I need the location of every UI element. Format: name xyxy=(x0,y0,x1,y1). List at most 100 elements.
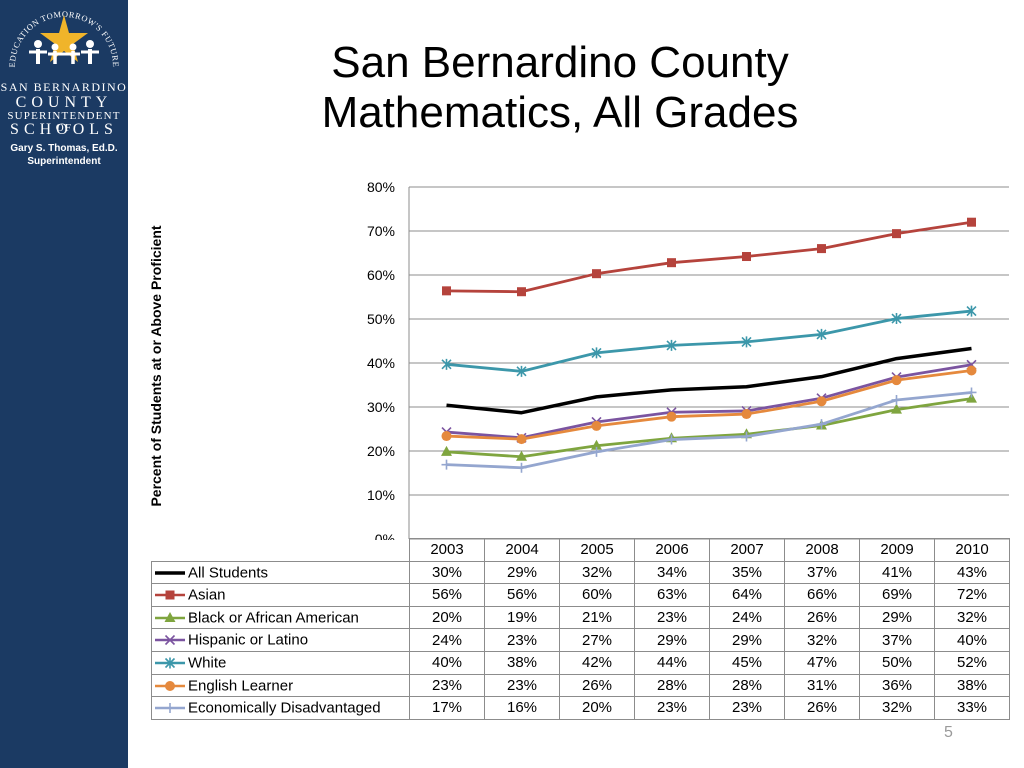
data-point xyxy=(516,365,527,377)
table-row: Hispanic or Latino 24% 23% 27% 29% 29% 32% 37% 4… xyxy=(151,628,1010,652)
series-line xyxy=(446,369,972,441)
y-tick-label: 30% xyxy=(367,399,395,415)
data-label: 20% xyxy=(559,696,635,720)
data-label: 23% xyxy=(709,696,785,720)
data-label: 31% xyxy=(784,673,860,698)
data-point xyxy=(891,394,902,405)
chart-gridlines xyxy=(408,186,1009,540)
data-label: 64% xyxy=(709,583,785,607)
logo-line-1: SAN BERNARDINO xyxy=(0,80,128,94)
series-economically-disadvantaged xyxy=(441,387,977,473)
data-point xyxy=(516,434,527,445)
series-line xyxy=(446,397,972,459)
legend-label: All Students xyxy=(188,564,269,582)
star-icon xyxy=(40,15,88,62)
y-tick-label: 80% xyxy=(367,179,395,195)
data-point xyxy=(966,365,977,376)
data-label: 47% xyxy=(784,650,860,675)
data-point xyxy=(591,446,602,457)
data-point xyxy=(165,590,175,600)
legend-entry: All Students xyxy=(151,560,410,585)
data-point xyxy=(666,339,677,351)
legend-key-icon xyxy=(155,703,185,714)
table-row: White 40% 38% 42% 44% 45% 47% 50% 52% xyxy=(151,650,1010,675)
data-point xyxy=(441,431,452,442)
data-label: 45% xyxy=(709,650,785,675)
series-line xyxy=(446,220,972,294)
logo-line-3: SUPERINTENDENT OF xyxy=(7,110,121,134)
data-label: 63% xyxy=(634,583,710,607)
data-point xyxy=(966,305,977,317)
table-header-row: 2003 2004 2005 2006 2007 2008 2009 2010 xyxy=(151,538,1010,562)
table-row: All Students 30% 29% 32% 34% 35% 37% 41% 43% xyxy=(151,560,1010,585)
data-point xyxy=(817,244,826,254)
y-axis-label: Percent of Students at or Above Proficie… xyxy=(148,225,164,506)
data-label: 32% xyxy=(934,605,1010,630)
data-label: 24% xyxy=(709,605,785,630)
series-white xyxy=(441,305,977,377)
legend-label: English Learner xyxy=(188,677,294,695)
data-point xyxy=(967,217,976,227)
data-label: 69% xyxy=(859,583,935,607)
data-point xyxy=(516,450,527,461)
data-point xyxy=(891,313,902,325)
y-tick-label: 20% xyxy=(367,443,395,459)
y-axis-tick-labels: 0% 10% 20% 30% 40% 50% 60% 70% 80% xyxy=(367,179,395,540)
data-label: 50% xyxy=(859,650,935,675)
data-point xyxy=(741,336,752,348)
data-label: 26% xyxy=(784,696,860,720)
slide-title-line-1: San Bernardino County xyxy=(331,38,789,87)
slide-title-line-2: Mathematics, All Grades xyxy=(321,88,799,137)
chart-data-table: 2003 2004 2005 2006 2007 2008 2009 2010 All Stud… xyxy=(151,538,1010,720)
data-label: 35% xyxy=(709,560,785,585)
chart-series xyxy=(441,217,977,473)
data-label: 32% xyxy=(784,628,860,652)
data-label: 52% xyxy=(934,650,1010,675)
data-point xyxy=(966,392,977,403)
series-english-learner xyxy=(441,365,977,445)
data-label: 43% xyxy=(934,560,1010,585)
data-label: 36% xyxy=(859,673,935,698)
logo-line-2: COUNTY xyxy=(15,94,113,111)
x-category-label: 2006 xyxy=(634,538,710,562)
series-line xyxy=(446,363,972,440)
data-label: 29% xyxy=(859,605,935,630)
data-point xyxy=(891,403,902,414)
legend-label: Hispanic or Latino xyxy=(188,631,309,649)
series-asian xyxy=(442,217,976,297)
people-icon xyxy=(29,40,99,64)
data-label: 20% xyxy=(409,605,485,630)
data-point xyxy=(165,680,175,691)
data-point xyxy=(667,258,676,268)
x-category-label: 2010 xyxy=(934,538,1010,562)
series-line xyxy=(446,309,972,373)
data-point xyxy=(966,387,977,398)
legend-entry: Hispanic or Latino xyxy=(151,628,410,652)
page-number: 5 xyxy=(944,724,953,741)
data-point xyxy=(816,419,827,430)
data-label: 26% xyxy=(559,673,635,698)
y-tick-label: 60% xyxy=(367,267,395,283)
data-label: 23% xyxy=(634,605,710,630)
legend-entry: Black or African American xyxy=(151,605,410,630)
logo-line-4: SCHOOLS xyxy=(10,121,118,138)
data-label: 38% xyxy=(484,650,560,675)
data-label: 44% xyxy=(634,650,710,675)
data-label: 66% xyxy=(784,583,860,607)
data-point xyxy=(164,611,176,622)
data-label: 60% xyxy=(559,583,635,607)
data-point xyxy=(592,269,601,279)
data-label: 23% xyxy=(409,673,485,698)
data-label: 72% xyxy=(934,583,1010,607)
data-label: 42% xyxy=(559,650,635,675)
data-label: 19% xyxy=(484,605,560,630)
slide-title: San Bernardino County Mathematics, All G… xyxy=(130,38,990,138)
series-line xyxy=(446,391,972,470)
data-label: 40% xyxy=(409,650,485,675)
data-label: 56% xyxy=(409,583,485,607)
data-label: 29% xyxy=(634,628,710,652)
legend-entry: White xyxy=(151,650,410,675)
legend-key-icon xyxy=(155,657,185,669)
line-chart: 0% 10% 20% 30% 40% 50% 60% 70% 80% Percent of St… xyxy=(148,179,1009,540)
logo-emblem: EDUCATION TOMORROW'S FUTURE xyxy=(8,10,120,68)
